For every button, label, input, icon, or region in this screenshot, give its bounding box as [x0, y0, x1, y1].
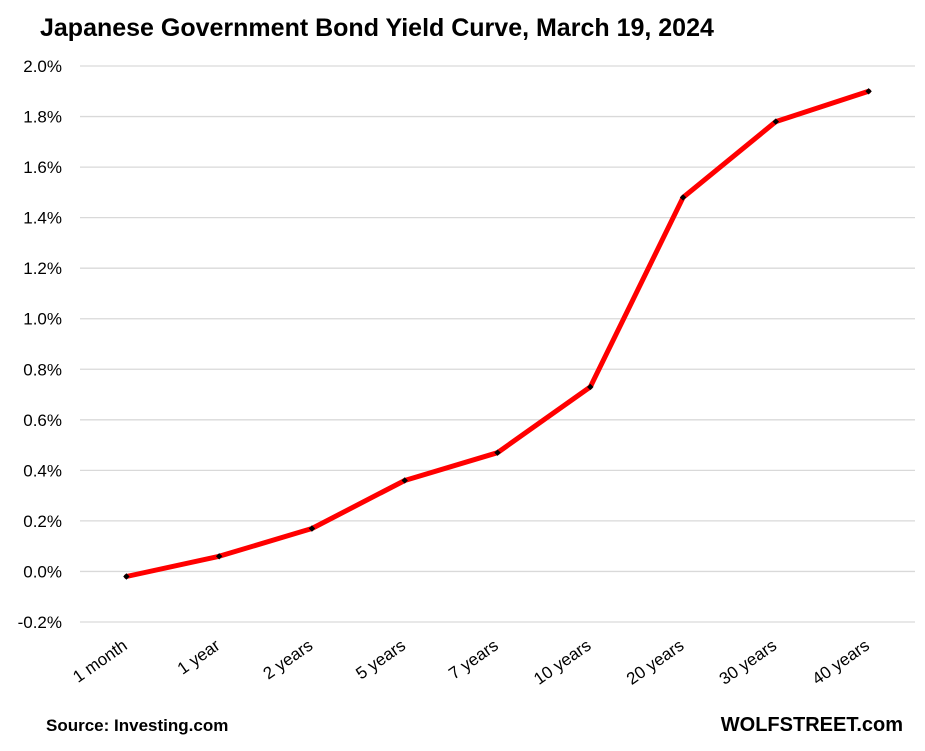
y-tick-label: 0.0%	[23, 562, 62, 581]
y-tick-label: 1.2%	[23, 259, 62, 278]
x-tick-label: 20 years	[623, 636, 687, 689]
data-point	[215, 553, 223, 560]
y-tick-label: 0.6%	[23, 411, 62, 430]
y-tick-label: 0.2%	[23, 512, 62, 531]
y-tick-label: 1.0%	[23, 310, 62, 329]
x-tick-label: 30 years	[716, 636, 780, 689]
x-axis-tick-labels: 1 month 1 year 2 years 5 years 7 years 10 yea…	[69, 636, 872, 689]
x-tick-label: 7 years	[445, 636, 502, 684]
y-axis-tick-labels: -0.2% 0.0% 0.2% 0.4% 0.6% 0.8% 1.0% 1.2% 1.4% 1.6…	[18, 57, 62, 632]
y-tick-label: 0.4%	[23, 461, 62, 480]
data-point	[494, 449, 501, 456]
y-tick-label: -0.2%	[18, 613, 62, 632]
data-point	[123, 573, 130, 580]
data-point	[308, 525, 316, 532]
x-tick-label: 5 years	[352, 636, 409, 684]
x-tick-label: 1 month	[69, 636, 130, 687]
data-point	[401, 477, 408, 484]
data-point	[679, 194, 687, 201]
source-label: Source: Investing.com	[46, 716, 229, 735]
data-point	[772, 118, 780, 125]
series-line-layer	[123, 88, 872, 580]
y-tick-label: 1.4%	[23, 209, 62, 228]
y-tick-label: 0.8%	[23, 360, 62, 379]
x-tick-label: 2 years	[260, 636, 317, 684]
x-tick-label: 40 years	[809, 636, 873, 689]
x-tick-label: 1 year	[174, 636, 224, 679]
data-point	[587, 383, 594, 391]
y-tick-label: 2.0%	[23, 57, 62, 76]
series-markers	[123, 88, 872, 580]
y-tick-label: 1.8%	[23, 108, 62, 127]
brand-label: WOLFSTREET.com	[720, 714, 903, 736]
gridlines	[80, 65, 915, 623]
x-tick-label: 10 years	[530, 636, 594, 689]
chart-title: Japanese Government Bond Yield Curve, Ma…	[40, 14, 714, 42]
data-point	[865, 88, 872, 95]
y-tick-label: 1.6%	[23, 158, 62, 177]
series-line	[123, 88, 872, 580]
